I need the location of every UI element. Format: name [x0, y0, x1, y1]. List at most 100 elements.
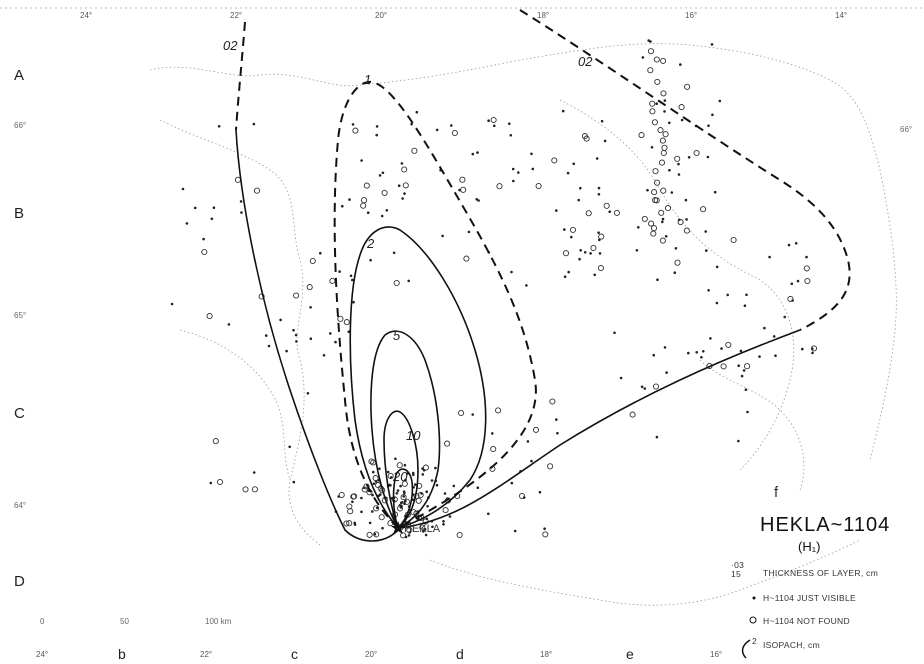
- sample-point-just-visible: [309, 337, 313, 341]
- sample-point-just-visible: [743, 304, 747, 308]
- sample-point-not-found: [360, 202, 367, 209]
- sample-point-just-visible: [435, 128, 439, 132]
- sample-point-not-found: [361, 486, 368, 493]
- sample-point-just-visible: [791, 299, 794, 302]
- sample-point-not-found: [442, 507, 449, 514]
- sample-point-just-visible: [443, 492, 447, 495]
- sample-point-just-visible: [351, 278, 354, 282]
- sample-point-just-visible: [329, 332, 332, 335]
- sample-point-not-found: [490, 445, 497, 453]
- sample-point-just-visible: [530, 459, 533, 463]
- sample-point-not-found: [490, 116, 497, 124]
- sample-point-just-visible: [663, 99, 667, 102]
- sample-point-not-found: [629, 411, 636, 418]
- sample-point-not-found: [306, 284, 313, 291]
- sample-point-just-visible: [347, 330, 351, 334]
- sample-point-just-visible: [404, 535, 408, 539]
- sample-point-not-found: [603, 202, 610, 209]
- sample-point-just-visible: [598, 252, 602, 255]
- sample-point-just-visible: [400, 504, 403, 508]
- sample-point-just-visible: [561, 109, 565, 113]
- legend-title: HEKLA~1104: [760, 514, 890, 536]
- sample-point-just-visible: [583, 251, 587, 254]
- sample-point-just-visible: [322, 354, 326, 357]
- sample-point-just-visible: [477, 199, 480, 202]
- sample-point-just-visible: [181, 187, 185, 191]
- sample-point-not-found: [309, 257, 316, 265]
- isopach-0.2-left-dashed: [235, 21, 246, 131]
- sample-point-just-visible: [608, 210, 611, 213]
- sample-point-just-visible: [652, 353, 655, 357]
- sample-point-not-found: [725, 341, 732, 348]
- sample-point-not-found: [532, 426, 540, 433]
- column-label-c: c: [291, 646, 298, 662]
- sample-point-not-found: [648, 220, 655, 227]
- sample-point-not-found: [650, 230, 657, 237]
- sample-point-just-visible: [579, 249, 582, 252]
- sample-point-just-visible: [538, 490, 542, 494]
- isopach-20-line: [392, 468, 414, 529]
- sample-point-just-visible: [415, 110, 419, 114]
- sample-point-just-visible: [572, 162, 575, 166]
- sample-point-just-visible: [264, 334, 268, 337]
- sample-point-just-visible: [595, 157, 599, 160]
- sample-point-just-visible: [739, 349, 743, 353]
- sample-point-just-visible: [292, 328, 295, 332]
- sample-point-not-found: [638, 132, 645, 139]
- isopach-0.2-label-left: 02: [223, 38, 238, 53]
- sample-point-just-visible: [421, 473, 425, 476]
- sample-point-just-visible: [522, 496, 526, 499]
- sample-point-just-visible: [742, 369, 746, 372]
- sample-point-just-visible: [353, 521, 357, 525]
- isopach-10-line: [383, 410, 419, 529]
- sample-point-just-visible: [396, 489, 400, 492]
- panel-label: f: [774, 484, 779, 501]
- sample-point-not-found: [647, 67, 654, 74]
- longitude-label-top: 14°: [835, 11, 847, 20]
- sample-point-just-visible: [385, 209, 389, 212]
- sample-point-not-found: [402, 182, 409, 189]
- sample-point-just-visible: [452, 484, 456, 488]
- isopach-0.2-left-solid: [235, 129, 401, 542]
- sample-point-just-visible: [684, 198, 688, 202]
- sample-point-just-visible: [334, 340, 337, 344]
- sample-point-just-visible: [655, 102, 658, 105]
- sample-point-just-visible: [403, 502, 406, 506]
- sample-point-just-visible: [386, 470, 390, 474]
- sample-point-just-visible: [395, 492, 399, 495]
- sample-point-not-found: [569, 226, 577, 233]
- sample-point-just-visible: [392, 251, 396, 255]
- sample-point-not-found: [535, 182, 542, 190]
- sample-point-just-visible: [352, 300, 355, 304]
- sample-point-just-visible: [650, 146, 654, 149]
- sample-point-not-found: [460, 186, 467, 193]
- row-label-c: C: [14, 405, 25, 422]
- not-found-icon: [749, 616, 757, 624]
- longitude-label-top: 18°: [537, 11, 549, 20]
- sample-point-just-visible: [212, 206, 216, 209]
- sample-point-just-visible: [513, 529, 517, 533]
- sample-point-not-found: [415, 497, 422, 504]
- isopach-20-label: 20: [392, 469, 408, 484]
- isopach-2: 2: [349, 226, 487, 529]
- sample-point-just-visible: [706, 155, 710, 159]
- sample-point-just-visible: [210, 217, 214, 221]
- sample-point-just-visible: [309, 306, 312, 309]
- sample-point-just-visible: [476, 486, 480, 490]
- sample-point-just-visible: [170, 302, 174, 306]
- sample-point-just-visible: [737, 364, 740, 368]
- sample-point-not-found: [787, 295, 794, 302]
- sample-point-just-visible: [597, 231, 600, 234]
- sample-point-just-visible: [530, 152, 533, 156]
- sample-point-just-visible: [381, 171, 385, 175]
- sample-point-just-visible: [434, 466, 437, 470]
- sample-point-just-visible: [360, 496, 363, 500]
- sample-point-not-found: [658, 209, 665, 216]
- sample-point-just-visible: [744, 388, 748, 392]
- sample-point-just-visible: [279, 318, 282, 322]
- sample-point-just-visible: [674, 247, 678, 250]
- longitude-label-bottom: 22°: [200, 650, 212, 659]
- sample-point-just-visible: [487, 119, 490, 122]
- sample-point-not-found: [583, 135, 590, 142]
- isopach-0.2-right-dashed: [519, 9, 851, 331]
